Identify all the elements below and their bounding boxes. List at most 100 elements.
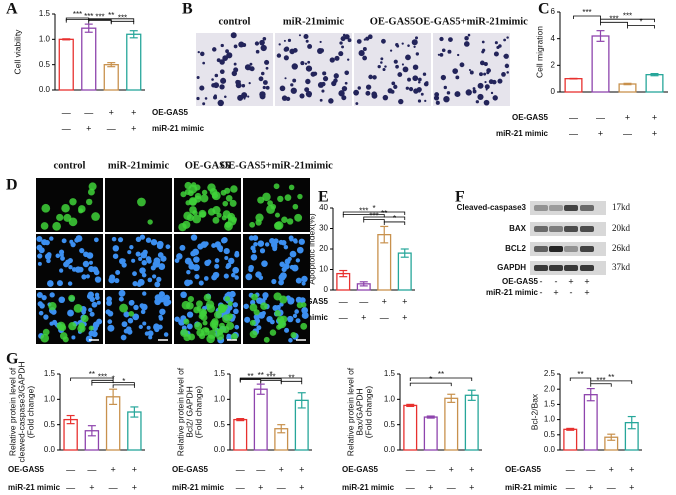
bar — [103, 64, 119, 91]
cell — [417, 77, 422, 82]
nucleus — [287, 297, 295, 305]
cell — [238, 41, 245, 48]
cell — [467, 33, 471, 37]
significance-label: * — [429, 375, 432, 384]
treatment-sign: + — [132, 464, 137, 474]
nucleus — [135, 236, 142, 242]
nucleus — [158, 314, 163, 319]
cell — [355, 102, 359, 105]
significance-label: *** — [369, 212, 378, 221]
cell — [305, 78, 311, 85]
nucleus — [88, 265, 95, 273]
cell — [493, 51, 499, 57]
nucleus — [118, 289, 126, 297]
significance-label: ** — [288, 373, 294, 382]
significance-label: ** — [258, 371, 264, 380]
tunel-cell — [192, 214, 202, 224]
treatment-sign: + — [299, 464, 304, 474]
cell — [459, 62, 465, 68]
y-tick-label: 1.0 — [384, 394, 396, 403]
tunel-cell — [225, 194, 233, 202]
cell — [443, 96, 450, 103]
treatment-label: OE-GAS5 — [8, 465, 45, 474]
tunel-cell — [253, 309, 260, 316]
tunel-cell — [224, 221, 233, 231]
treatment-sign: + — [568, 276, 573, 286]
blot-size-label: 37kd — [612, 262, 631, 272]
blot-band — [549, 246, 563, 252]
tunel-cell — [69, 198, 77, 206]
nucleus — [243, 303, 249, 310]
nucleus — [146, 325, 151, 330]
tunel-cell — [296, 302, 303, 309]
nucleus — [294, 309, 299, 314]
cell — [418, 80, 421, 84]
cell — [202, 61, 206, 65]
nucleus — [284, 258, 291, 265]
cell — [362, 55, 368, 61]
tunel-cell — [78, 208, 84, 214]
significance-bracket — [363, 219, 385, 223]
nucleus — [264, 242, 270, 247]
tunel-cell — [88, 182, 97, 191]
cell — [338, 90, 345, 97]
cell — [200, 51, 205, 57]
y-tick-label: 1.5 — [214, 369, 226, 378]
cell — [298, 34, 301, 37]
significance-label: *** — [596, 376, 605, 385]
cell — [496, 45, 500, 50]
nucleus — [233, 308, 239, 315]
blot-band — [580, 265, 594, 271]
nucleus — [287, 315, 294, 323]
significance-bracket — [110, 20, 135, 25]
treatment-sign: — — [107, 123, 116, 133]
nucleus — [234, 324, 240, 330]
tunel-cell — [206, 334, 215, 344]
nucleus — [132, 280, 138, 287]
tunel-cell — [203, 293, 212, 302]
treatment-sign: + — [469, 464, 474, 474]
nucleus — [74, 266, 82, 273]
cell — [235, 82, 242, 89]
treatment-sign: + — [449, 464, 454, 474]
nucleus — [154, 326, 160, 333]
significance-bracket — [600, 21, 628, 26]
nucleus — [230, 272, 236, 278]
nucleus — [301, 281, 306, 286]
tunel-cell — [42, 328, 50, 336]
nucleus — [244, 316, 251, 323]
y-tick-label: 0.5 — [544, 430, 556, 439]
tunel-cell — [260, 302, 268, 310]
cell — [292, 48, 298, 53]
y-tick-label: 0 — [551, 87, 556, 96]
tunel-cell — [280, 315, 288, 323]
nucleus — [296, 246, 304, 254]
cell — [204, 97, 208, 100]
blot-size-label: 17kd — [612, 202, 631, 212]
nucleus — [278, 274, 286, 282]
cell — [357, 86, 361, 90]
cell — [504, 63, 510, 69]
cell — [213, 94, 217, 98]
nucleus — [194, 274, 200, 280]
tunel-cell — [273, 221, 282, 230]
cell — [492, 95, 498, 101]
bar — [423, 416, 438, 451]
treatment-sign: + — [553, 287, 558, 297]
tunel-cell — [204, 327, 210, 333]
tunel-cell — [273, 183, 280, 190]
treatment-sign: — — [256, 464, 265, 474]
tunel-cell — [200, 194, 209, 203]
significance-bracket — [363, 216, 406, 220]
significance-bracket — [91, 379, 114, 384]
nucleus — [56, 280, 63, 287]
y-tick-label: 0.0 — [44, 445, 56, 454]
y-tick-label: 1.5 — [44, 369, 56, 378]
image-label: OE-GAS5 — [185, 160, 231, 171]
tunel-cell — [180, 191, 187, 198]
tunel-cell — [128, 310, 135, 317]
cell — [402, 66, 409, 73]
significance-label: *** — [95, 13, 104, 22]
nucleus — [118, 296, 124, 302]
cell — [479, 60, 485, 66]
